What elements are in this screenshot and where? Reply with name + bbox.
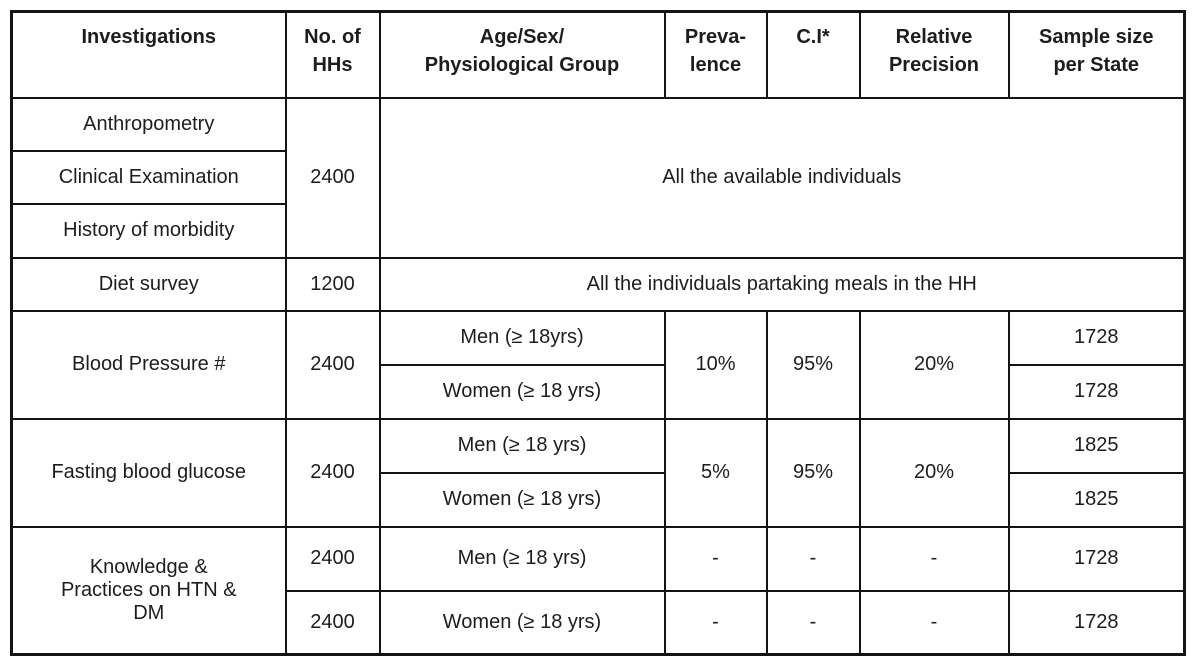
- header-cell-no-of-hhs: No. of HHs: [284, 10, 381, 99]
- cell-investigation-clinical-examination: Clinical Examination: [10, 149, 287, 205]
- cell-investigation-history-of-morbidity: History of morbidity: [10, 202, 287, 259]
- cell-ci-fbg: 95%: [765, 417, 861, 528]
- table-row-knowledge-practices-men: Knowledge & Practices on HTN & DM 2400 M…: [10, 525, 1186, 656]
- header-label: HHs: [312, 54, 353, 77]
- table-row-diet-survey: Diet survey 1200 All the individuals par…: [10, 256, 1186, 312]
- cell-group-bp-women: Women (≥ 18 yrs): [378, 363, 666, 420]
- cell-sample-kp-men: 1728: [1007, 525, 1186, 592]
- cell-hhs-blood-pressure: 2400: [284, 309, 381, 420]
- cell-sample-bp-men: 1728: [1007, 309, 1186, 366]
- cell-investigation-blood-pressure: Blood Pressure #: [10, 309, 287, 420]
- table-row-blood-pressure-men: Blood Pressure # 2400 Men (≥ 18yrs) 10% …: [10, 309, 1186, 420]
- header-cell-sample-size: Sample size per State: [1007, 10, 1186, 99]
- cell-group-bp-men: Men (≥ 18yrs): [378, 309, 666, 366]
- cell-hhs-household: 2400: [284, 96, 381, 259]
- cell-prevalence-kp-women: -: [663, 589, 768, 656]
- cell-ci-kp-women: -: [765, 589, 861, 656]
- header-cell-relative-precision: Relative Precision: [858, 10, 1010, 99]
- table-row-fasting-glucose-women: Women (≥ 18 yrs) 1825: [12, 471, 1186, 528]
- cell-hhs-kp-women: 2400: [284, 589, 381, 656]
- cell-relative-precision-fbg: 20%: [858, 417, 1010, 528]
- header-label: Sample size: [1038, 26, 1154, 48]
- header-row: Investigations No. of HHs Age/Sex/ Physi…: [10, 10, 1186, 99]
- header-cell-ci: C.I*: [765, 10, 861, 99]
- cell-relative-precision-bp: 20%: [858, 309, 1010, 420]
- table-row-clinical-examination: Clinical Examination: [10, 149, 1185, 205]
- cell-sample-fbg-men: 1825: [1007, 417, 1186, 474]
- cell-group-kp-women: Women (≥ 18 yrs): [378, 589, 666, 656]
- cell-ci-bp: 95%: [765, 309, 861, 420]
- cell-hhs-fasting-glucose: 2400: [284, 417, 381, 528]
- cell-group-fbg-women: Women (≥ 18 yrs): [378, 471, 666, 528]
- header-label: No. of: [304, 26, 361, 48]
- investigation-line: Practices on HTN &: [60, 578, 237, 601]
- header-label: Relative: [895, 26, 973, 48]
- header-label: Age/Sex/: [479, 26, 565, 48]
- header-label: lence: [689, 54, 742, 77]
- header-label: Physiological Group: [424, 54, 620, 77]
- cell-sample-fbg-women: 1825: [1007, 471, 1186, 528]
- header-cell-investigations: Investigations: [10, 10, 287, 99]
- header-cell-age-sex-group: Age/Sex/ Physiological Group: [378, 10, 666, 99]
- table-row-knowledge-practices-women: 2400 Women (≥ 18 yrs) - - - 1728: [12, 589, 1186, 656]
- cell-investigation-fasting-glucose: Fasting blood glucose: [10, 417, 287, 528]
- cell-prevalence-bp: 10%: [663, 309, 768, 420]
- investigation-line: DM: [133, 601, 165, 624]
- cell-group-note-household: All the available individuals: [378, 96, 1186, 259]
- header-cell-prevalence: Preva- lence: [663, 10, 768, 99]
- cell-sample-bp-women: 1728: [1007, 363, 1186, 420]
- header-label: Precision: [888, 54, 980, 77]
- header-label: per State: [1053, 54, 1140, 77]
- cell-group-kp-men: Men (≥ 18 yrs): [378, 525, 666, 592]
- cell-investigation-knowledge-practices: Knowledge & Practices on HTN & DM: [10, 525, 287, 656]
- cell-prevalence-kp-men: -: [663, 525, 768, 592]
- cell-group-fbg-men: Men (≥ 18 yrs): [378, 417, 666, 474]
- cell-relative-precision-kp-men: -: [858, 525, 1010, 592]
- cell-relative-precision-kp-women: -: [858, 589, 1010, 656]
- investigation-line: Knowledge &: [89, 555, 208, 578]
- header-label: Investigations: [81, 26, 216, 48]
- cell-ci-kp-men: -: [765, 525, 861, 592]
- cell-group-note-diet-survey: All the individuals partaking meals in t…: [378, 256, 1186, 312]
- header-label: Preva-: [684, 26, 747, 48]
- table-row-fasting-glucose-men: Fasting blood glucose 2400 Men (≥ 18 yrs…: [10, 417, 1186, 528]
- table-row-history-of-morbidity: History of morbidity: [10, 202, 1185, 259]
- cell-investigation-anthropometry: Anthropometry: [10, 96, 287, 152]
- cell-prevalence-fbg: 5%: [663, 417, 768, 528]
- header-label: C.I*: [796, 26, 830, 48]
- table-row-anthropometry: Anthropometry 2400 All the available ind…: [10, 96, 1186, 259]
- cell-investigation-diet-survey: Diet survey: [10, 256, 287, 312]
- cell-hhs-kp-men: 2400: [284, 525, 381, 592]
- cell-hhs-diet-survey: 1200: [284, 256, 381, 312]
- cell-sample-kp-women: 1728: [1007, 589, 1186, 656]
- table-row-blood-pressure-women: Women (≥ 18 yrs) 1728: [12, 363, 1186, 420]
- sampling-plan-table: Investigations No. of HHs Age/Sex/ Physi…: [10, 10, 1186, 656]
